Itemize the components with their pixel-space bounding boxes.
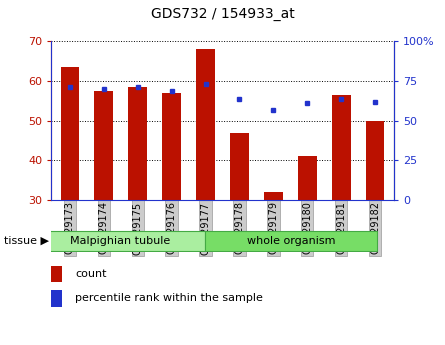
Bar: [61, 67, 79, 200]
Text: percentile rank within the sample: percentile rank within the sample: [75, 294, 263, 303]
Bar: [94, 91, 113, 200]
Bar: [51, 266, 62, 283]
Bar: [230, 132, 249, 200]
Text: count: count: [75, 269, 107, 279]
Bar: [128, 87, 147, 200]
Bar: [196, 49, 215, 200]
Text: Malpighian tubule: Malpighian tubule: [69, 236, 170, 246]
Bar: [162, 93, 181, 200]
FancyBboxPatch shape: [206, 230, 376, 251]
Bar: [298, 156, 317, 200]
Text: GDS732 / 154933_at: GDS732 / 154933_at: [150, 7, 295, 21]
Bar: [264, 192, 283, 200]
Bar: [51, 290, 62, 307]
Text: whole organism: whole organism: [247, 236, 335, 246]
Text: tissue ▶: tissue ▶: [4, 236, 49, 246]
Bar: [366, 121, 384, 200]
Bar: [332, 95, 351, 200]
FancyBboxPatch shape: [34, 230, 206, 251]
